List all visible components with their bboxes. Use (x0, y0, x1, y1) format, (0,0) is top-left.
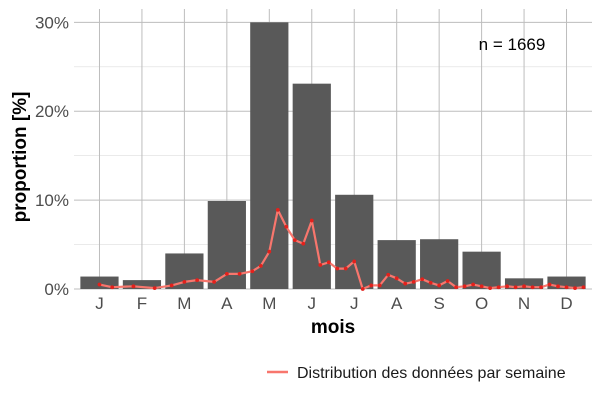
weekly-point-8 (225, 272, 229, 276)
weekly-point-28 (403, 282, 407, 286)
weekly-point-43 (531, 285, 535, 289)
weekly-point-36 (471, 283, 475, 287)
weekly-point-6 (195, 278, 199, 282)
weekly-point-15 (293, 238, 297, 242)
weekly-point-18 (318, 263, 322, 267)
weekly-point-42 (522, 284, 526, 288)
weekly-point-24 (369, 284, 373, 288)
x-tick-label-0: J (95, 294, 104, 313)
x-tick-label-9: O (475, 294, 488, 313)
weekly-point-30 (420, 277, 424, 281)
legend: Distribution des données par semaine (267, 365, 566, 382)
weekly-point-32 (437, 284, 441, 288)
weekly-point-49 (582, 285, 586, 289)
x-tick-label-3: A (221, 294, 233, 313)
weekly-point-34 (454, 285, 458, 289)
weekly-point-9 (238, 272, 242, 276)
y-tick-label-3: 30% (35, 13, 69, 32)
x-tick-label-1: F (137, 294, 147, 313)
y-tick-labels: 0% 10% 20% 30% (35, 13, 69, 299)
x-tick-label-10: N (518, 294, 530, 313)
weekly-point-39 (497, 285, 501, 289)
x-tick-label-11: D (560, 294, 572, 313)
weekly-point-17 (310, 219, 314, 223)
weekly-point-44 (539, 285, 543, 289)
weekly-point-7 (212, 280, 216, 284)
weekly-point-11 (259, 264, 263, 268)
x-tick-label-4: M (262, 294, 276, 313)
weekly-point-31 (429, 281, 433, 285)
bar-J-5 (293, 84, 331, 289)
weekly-point-13 (276, 208, 280, 212)
weekly-point-45 (548, 283, 552, 287)
weekly-point-12 (267, 250, 271, 254)
y-axis-title: proportion [%] (10, 92, 31, 223)
weekly-point-48 (573, 286, 577, 290)
weekly-point-19 (327, 260, 331, 264)
y-tick-label-2: 20% (35, 102, 69, 121)
x-tick-label-5: J (308, 294, 317, 313)
x-tick-label-8: S (433, 294, 444, 313)
annotation-n: n = 1669 (479, 35, 546, 54)
bar-J-6 (335, 195, 373, 289)
weekly-point-46 (556, 284, 560, 288)
weekly-point-26 (386, 273, 390, 277)
weekly-point-29 (412, 280, 416, 284)
weekly-point-25 (378, 284, 382, 288)
weekly-point-27 (395, 276, 399, 280)
weekly-point-5 (182, 280, 186, 284)
weekly-point-22 (352, 260, 356, 264)
weekly-point-35 (463, 284, 467, 288)
weekly-point-4 (170, 284, 174, 288)
weekly-point-0 (98, 283, 102, 287)
legend-label: Distribution des données par semaine (297, 365, 566, 382)
weekly-point-10 (250, 269, 254, 273)
x-tick-label-2: M (177, 294, 191, 313)
weekly-point-33 (446, 279, 450, 283)
weekly-point-41 (514, 285, 518, 289)
x-axis-title: mois (311, 317, 355, 338)
weekly-point-16 (301, 242, 305, 246)
weekly-point-20 (335, 267, 339, 271)
weekly-point-1 (110, 285, 114, 289)
bar-O-9 (463, 252, 501, 289)
weekly-point-2 (132, 284, 136, 288)
y-tick-label-0: 0% (44, 280, 69, 299)
weekly-point-40 (505, 284, 509, 288)
weekly-point-21 (344, 267, 348, 271)
x-tick-label-7: A (391, 294, 403, 313)
weekly-point-3 (153, 286, 157, 290)
weekly-point-14 (284, 225, 288, 229)
weekly-point-37 (480, 284, 484, 288)
weekly-point-38 (488, 286, 492, 290)
weekly-point-23 (361, 287, 365, 291)
x-tick-label-6: J (350, 294, 359, 313)
bar-A-3 (208, 201, 246, 289)
y-tick-label-1: 10% (35, 191, 69, 210)
weekly-point-47 (565, 285, 569, 289)
